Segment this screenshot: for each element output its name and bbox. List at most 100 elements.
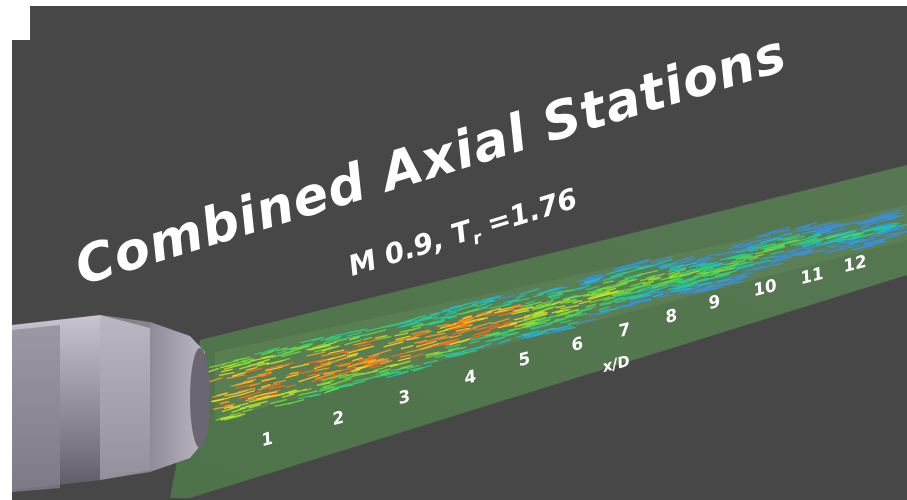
vector-streak [759,238,777,244]
vector-streak [388,339,404,345]
vector-streak [363,336,373,341]
vector-streak [546,318,566,325]
vector-streak [344,373,360,380]
vector-streak [309,344,332,351]
vector-streak [256,395,270,401]
vector-streak [462,315,472,319]
vector-streak [398,364,413,371]
vector-streak [265,366,284,372]
vector-streak [613,294,624,298]
vector-streak [588,311,610,317]
vector-streak [478,333,499,340]
vector-streak [497,311,516,317]
vector-streak [436,327,456,334]
vector-streak [268,384,286,390]
vector-streak [525,300,535,305]
vector-streak [484,299,496,304]
vector-streak [247,374,266,379]
vector-streak [520,322,539,329]
vector-streak [211,397,230,402]
vector-streak [863,238,883,245]
vector-streak [549,293,564,299]
vector-streak [834,247,845,252]
vector-streak [289,371,299,375]
vector-streak [886,224,907,230]
vector-streak [547,292,563,298]
vector-streak [306,351,326,357]
vector-streak [857,218,878,226]
vector-streak [874,227,885,231]
vector-streak [267,347,280,352]
vector-streak [680,273,691,278]
vector-streak [471,342,492,351]
vector-streak [672,280,690,287]
vector-streak [363,358,385,366]
vector-streak [614,296,625,301]
vector-streak [488,322,511,330]
vector-streak [698,282,712,287]
vector-streak [221,368,233,373]
vector-streak [696,271,707,275]
vector-streak [243,378,257,383]
vector-streak [732,242,744,247]
vector-streak [583,276,604,284]
vector-streak [280,389,297,395]
vector-streak [808,234,822,239]
vector-streak [683,288,705,295]
vector-streak [799,238,817,245]
vector-streak [238,394,251,400]
vector-streak [439,323,457,329]
vector-streak [274,402,293,407]
vector-streak [531,303,554,310]
vector-streak [313,346,335,353]
vector-streak [742,253,764,260]
vector-streak [801,241,818,247]
vector-streak [277,350,287,354]
vector-streak [347,380,365,386]
vector-streak [565,299,578,304]
vector-streak [590,291,605,297]
vector-streak [589,296,599,300]
vector-streak [316,341,337,349]
vector-streak [723,275,736,281]
vector-streak [508,297,530,304]
vector-streak [381,323,399,328]
vector-streak [328,349,345,354]
vector-streak [245,367,263,373]
vector-streak [361,337,382,345]
vector-streak [376,370,389,375]
vector-streak [399,328,416,333]
vector-streak [348,336,360,341]
vector-streak [321,345,340,352]
vector-streak [652,262,663,267]
vector-streak [447,308,462,313]
vector-streak [870,213,891,219]
vector-streak [458,315,473,322]
vector-streak [323,387,340,394]
vector-streak [436,323,450,328]
vector-streak [260,354,276,359]
vector-streak [511,309,530,315]
vector-streak [633,260,649,266]
vector-streak [276,347,288,352]
vector-streak [288,388,308,395]
vector-streak [357,343,372,348]
vector-streak [669,264,684,269]
vector-streak [406,364,420,370]
vector-streak [647,288,660,294]
vector-streak [320,386,331,390]
vector-streak [316,379,335,386]
vector-streak [748,256,759,261]
vector-streak [502,298,520,304]
vector-streak [441,350,453,354]
vector-streak [801,229,821,235]
vector-streak [657,293,671,298]
vector-streak [597,291,619,298]
vector-streak [510,304,522,309]
vector-streak [559,319,572,324]
vector-streak [260,350,275,356]
vector-streak [386,371,408,379]
vector-streak [221,405,241,413]
vector-streak [277,363,290,368]
vector-streak [599,302,612,306]
